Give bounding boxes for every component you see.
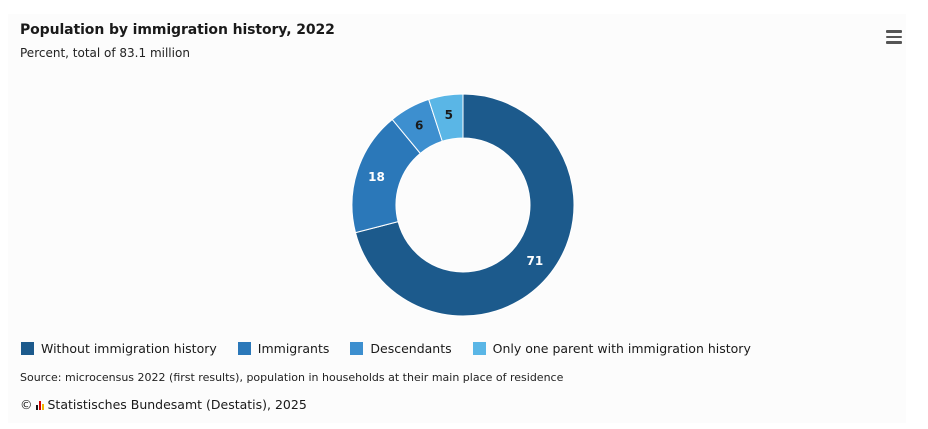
donut-slice-1[interactable] [354,93,575,317]
legend-swatch [21,342,34,355]
data-label-3: 6 [415,118,423,132]
legend-swatch [237,342,251,355]
publisher-text: Statistisches Bundesamt (Destatis), 2025 [47,397,307,412]
legend-label: Descendants [370,341,452,356]
legend-label: Only one parent with immigration history [492,341,751,356]
legend-swatch [350,342,364,355]
donut-slice-4[interactable] [428,93,464,142]
data-label-2: 18 [368,170,385,184]
hamburger-menu-icon[interactable] [884,28,904,46]
copyright-line: © Statistisches Bundesamt (Destatis), 20… [20,397,307,412]
legend-label: Immigrants [257,341,330,356]
legend-item-4[interactable]: Only one parent with immigration history [472,341,751,356]
chart-container [8,14,906,423]
source-note: Source: microcensus 2022 (first results)… [20,371,564,384]
legend-item-1[interactable]: Without immigration history [21,341,217,356]
legend-item-2[interactable]: Immigrants [237,341,330,356]
legend-swatch [472,342,486,355]
chart-subtitle: Percent, total of 83.1 million [20,46,190,60]
legend-item-3[interactable]: Descendants [350,341,452,356]
chart-title: Population by immigration history, 2022 [20,22,335,38]
copyright-symbol: © [20,397,33,412]
chart-legend: Without immigration history Immigrants Des… [21,341,772,356]
destatis-logo-icon [35,400,45,410]
legend-label: Without immigration history [41,341,217,356]
data-label-1: 71 [527,254,544,268]
data-label-4: 5 [445,108,453,122]
